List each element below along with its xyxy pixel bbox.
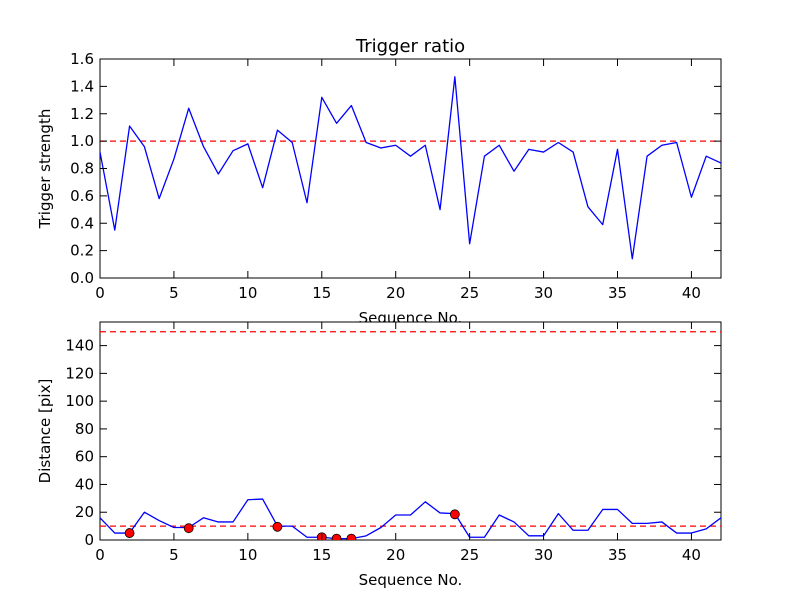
y-tick-label: 1.6	[70, 50, 94, 68]
x-tick-label: 35	[608, 546, 627, 564]
y-tick-label: 0.8	[70, 160, 94, 178]
y-tick-label: 0.6	[70, 187, 94, 205]
y-tick-label: 40	[75, 475, 94, 493]
y-tick-label: 0.4	[70, 214, 94, 232]
plot-area	[99, 321, 722, 541]
marker-point	[331, 533, 342, 540]
y-tick-label: 80	[75, 420, 94, 438]
y-tick-label: 100	[65, 392, 94, 410]
x-tick-label: 10	[238, 284, 257, 302]
distance-chart: 0 5 10 15 20 25 30 35 40 0 20 40 60 80 100 120 140 Sequen…	[36, 321, 722, 589]
x-tick-label: 30	[534, 546, 553, 564]
y-tick-label: 60	[75, 448, 94, 466]
series-line-0	[100, 498, 721, 540]
y-tick-label: 1.0	[70, 132, 94, 150]
marker-point	[346, 533, 357, 540]
x-tick-label: 35	[608, 284, 627, 302]
x-tick-label: 0	[95, 546, 105, 564]
plot-area	[99, 58, 722, 279]
series-line-0	[100, 76, 721, 260]
y-axis-label: Distance [pix]	[36, 379, 54, 484]
x-tick-label: 0	[95, 284, 105, 302]
y-tick-label: 0	[84, 531, 94, 549]
y-axis-label: Trigger strength	[36, 109, 54, 230]
y-tick-label: 1.2	[70, 105, 94, 123]
plot-content	[100, 331, 721, 540]
x-tick-label: 30	[534, 284, 553, 302]
x-tick-label: 20	[386, 284, 405, 302]
x-tick-label: 25	[460, 284, 479, 302]
x-tick-label: 20	[386, 546, 405, 564]
x-tick-label: 40	[682, 284, 701, 302]
x-tick-label: 25	[460, 546, 479, 564]
marker-point	[124, 528, 135, 538]
y-tick-label: 120	[65, 364, 94, 382]
y-tick-label: 1.4	[70, 77, 94, 95]
y-tick-label: 0.2	[70, 242, 94, 260]
x-tick-label: 5	[169, 284, 179, 302]
trigger-ratio-chart: 0 5 10 15 20 25 30 35 40 0.0 0.2 0.4 0.6 0.8 1.0 1.2 1.4…	[36, 36, 722, 327]
marker-point	[272, 521, 283, 532]
x-axis-label: Sequence No.	[359, 571, 463, 589]
chart-title: Trigger ratio	[355, 36, 465, 57]
y-tick-label: 20	[75, 503, 94, 521]
x-tick-label: 10	[238, 546, 257, 564]
plot-content	[100, 76, 721, 260]
marker-point	[449, 509, 460, 520]
x-tick-label: 40	[682, 546, 701, 564]
marker-point	[183, 523, 194, 534]
x-tick-label: 15	[312, 546, 331, 564]
x-tick-label: 15	[312, 284, 331, 302]
y-tick-label: 0.0	[70, 269, 94, 287]
y-tick-label: 140	[65, 337, 94, 355]
x-tick-label: 5	[169, 546, 179, 564]
